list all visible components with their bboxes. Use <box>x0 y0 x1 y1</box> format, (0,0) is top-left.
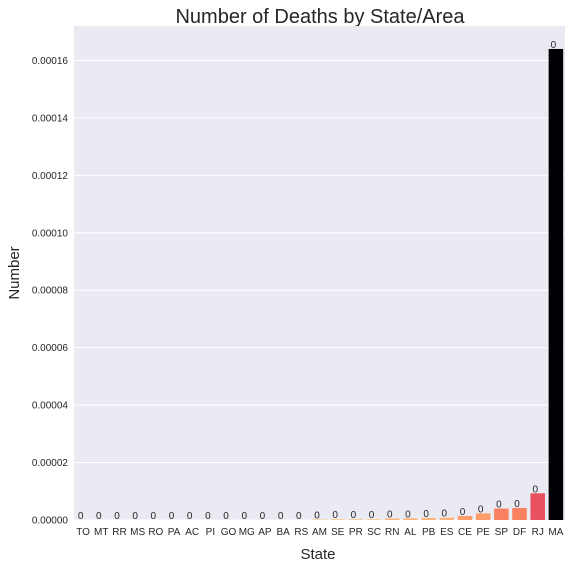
bar-label-to: 0 <box>78 511 84 522</box>
x-tick-label-es: ES <box>440 527 454 538</box>
x-tick-label-ma: MA <box>548 527 563 538</box>
bar-ma <box>548 48 564 520</box>
x-tick-label-se: SE <box>331 527 345 538</box>
x-tick-label-mg: MG <box>239 527 255 538</box>
x-axis-ticks: TO MT RR MS RO PA AC PI GO MG AP BA RS AM SE PR SC RN AL PB… <box>76 527 564 538</box>
y-tick-label: 0.00006 <box>32 343 69 354</box>
x-tick-label-rs: RS <box>294 527 308 538</box>
bar-label-pi: 0 <box>205 511 211 522</box>
grid-lines <box>74 59 565 521</box>
bar-label-pa: 0 <box>169 511 175 522</box>
x-tick-label-ms: MS <box>130 527 145 538</box>
y-tick-label: 0.00000 <box>32 516 69 527</box>
bar-label-ce: 0 <box>460 507 466 518</box>
bar-label-pb: 0 <box>423 509 429 520</box>
bar-label-df: 0 <box>514 499 520 510</box>
bar-pr <box>348 519 364 520</box>
x-tick-label-df: DF <box>513 527 526 538</box>
y-tick-label: 0.00016 <box>32 56 69 67</box>
bar-am <box>312 519 327 520</box>
x-tick-label-pi: PI <box>206 527 215 538</box>
y-tick-label: 0.00012 <box>32 171 69 182</box>
bar-label-al: 0 <box>405 509 411 520</box>
x-tick-label-ac: AC <box>185 527 199 538</box>
bar-df <box>512 507 527 520</box>
x-axis-label: State <box>300 546 335 563</box>
y-tick-label: 0.00010 <box>32 228 69 239</box>
bar-sp <box>494 508 509 520</box>
bar-label-rn: 0 <box>387 510 393 521</box>
bar-ce <box>457 515 473 520</box>
bar-label-ba: 0 <box>278 511 284 522</box>
x-tick-label-rr: RR <box>112 527 126 538</box>
bars <box>312 48 564 520</box>
bar-rj <box>530 493 545 520</box>
bar-label-se: 0 <box>332 510 338 521</box>
bar-label-rr: 0 <box>114 511 120 522</box>
x-tick-label-sc: SC <box>367 527 381 538</box>
x-tick-label-pb: PB <box>422 527 436 538</box>
x-tick-label-ce: CE <box>458 527 472 538</box>
bar-es <box>439 517 455 520</box>
bar-al <box>403 518 418 520</box>
x-tick-label-mt: MT <box>94 527 108 538</box>
x-tick-label-ap: AP <box>258 527 272 538</box>
bar-label-es: 0 <box>442 509 448 520</box>
y-tick-label: 0.00008 <box>32 286 69 297</box>
bar-label-sp: 0 <box>496 500 502 511</box>
x-tick-label-pe: PE <box>476 527 490 538</box>
bar-pe <box>475 513 491 520</box>
bar-se <box>330 519 345 520</box>
bar-label-mg: 0 <box>241 511 247 522</box>
y-tick-label: 0.00004 <box>32 401 69 412</box>
bar-value-labels: 0 0 0 0 0 0 0 0 0 0 0 0 0 0 0 0 0 0 0 0 0 0 0 0 0 0 0 <box>78 40 557 522</box>
bar-pb <box>421 517 436 520</box>
bar-label-rj: 0 <box>532 484 538 495</box>
y-axis-label: Number <box>6 246 23 299</box>
x-tick-label-go: GO <box>221 527 237 538</box>
y-tick-label: 0.00014 <box>32 113 69 124</box>
x-tick-label-rn: RN <box>385 527 399 538</box>
x-tick-label-to: TO <box>76 527 90 538</box>
y-tick-label: 0.00002 <box>32 458 69 469</box>
bar-label-ac: 0 <box>187 511 193 522</box>
x-tick-label-rj: RJ <box>532 527 544 538</box>
bar-label-ro: 0 <box>151 511 157 522</box>
x-tick-label-am: AM <box>312 527 327 538</box>
bar-label-ms: 0 <box>132 511 138 522</box>
bar-sc <box>366 519 382 520</box>
bar-label-am: 0 <box>314 510 320 521</box>
bar-label-pr: 0 <box>351 510 357 521</box>
chart-title: Number of Deaths by State/Area <box>175 6 465 28</box>
bar-label-go: 0 <box>223 511 229 522</box>
x-tick-label-al: AL <box>404 527 417 538</box>
bar-label-ma: 0 <box>551 40 557 51</box>
x-tick-label-pr: PR <box>349 527 363 538</box>
bar-rn <box>384 518 400 520</box>
bar-label-pe: 0 <box>478 504 484 515</box>
bar-label-ap: 0 <box>260 511 266 522</box>
bar-label-rs: 0 <box>296 511 302 522</box>
x-tick-label-ro: RO <box>148 527 163 538</box>
x-tick-label-ba: BA <box>276 527 290 538</box>
y-axis-ticks: 0.00000 0.00002 0.00004 0.00006 0.00008 0.000… <box>32 56 69 527</box>
x-tick-label-sp: SP <box>495 527 509 538</box>
bar-label-mt: 0 <box>96 511 102 522</box>
plot-area <box>74 26 565 520</box>
x-tick-label-pa: PA <box>168 527 181 538</box>
bar-label-sc: 0 <box>369 510 375 521</box>
